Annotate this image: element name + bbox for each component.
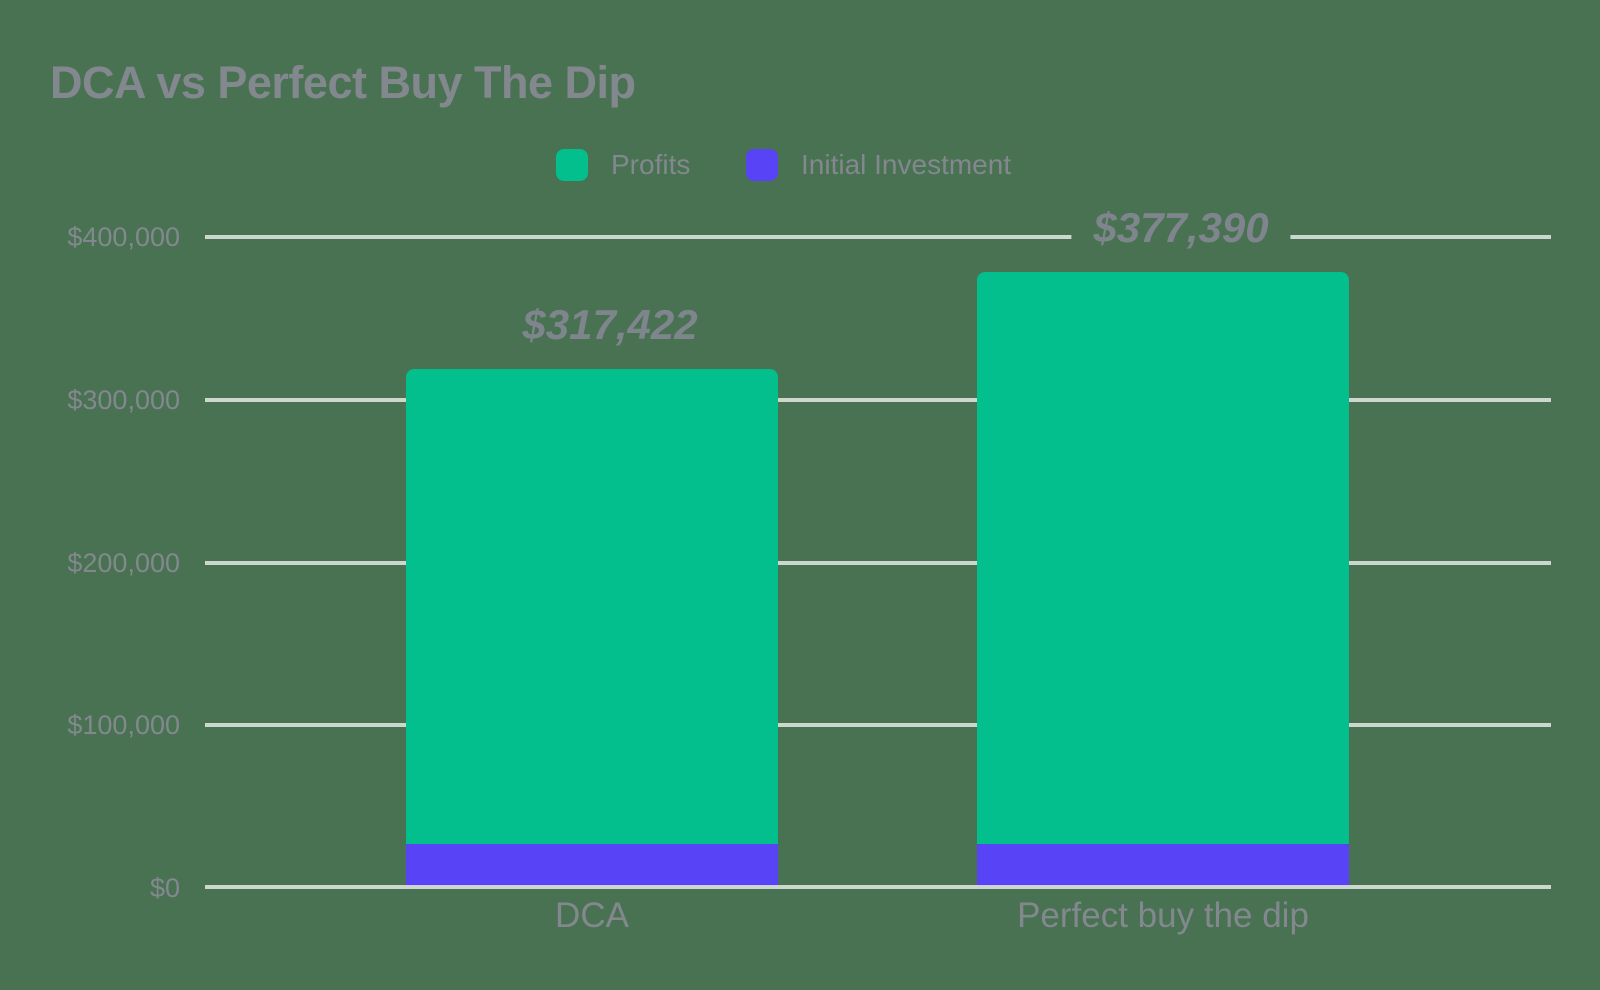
initial-investment-bar-segment — [406, 843, 778, 886]
x-axis-category-label: DCA — [555, 896, 629, 935]
y-axis-tick-label: $200,000 — [67, 547, 180, 578]
gridline — [205, 560, 1551, 565]
legend-item-initial-investment: Initial Investment — [746, 149, 1011, 181]
gridline — [205, 723, 1551, 728]
profits-bar-segment — [406, 369, 778, 844]
y-axis-tick-label: $300,000 — [67, 384, 180, 415]
profits-bar-segment — [977, 271, 1349, 844]
x-axis-category-label: Perfect buy the dip — [1017, 896, 1309, 935]
profits-swatch-icon — [556, 149, 588, 181]
initial-investment-bar-segment — [977, 843, 1349, 886]
x-axis-baseline — [205, 885, 1551, 889]
legend-item-profits: Profits — [556, 149, 690, 181]
legend-label-profits: Profits — [611, 149, 691, 180]
gridline — [205, 397, 1551, 402]
y-axis-tick-label: $400,000 — [67, 222, 180, 252]
chart-title: DCA vs Perfect Buy The Dip — [50, 57, 636, 108]
legend-label-initial-investment: Initial Investment — [801, 149, 1012, 180]
y-axis-tick-label: $0 — [149, 873, 180, 903]
bar-total-label: $377,390 — [1071, 203, 1291, 252]
gridline — [205, 235, 1551, 239]
y-axis-tick-label: $100,000 — [67, 710, 180, 741]
bar-total-label: $317,422 — [500, 301, 720, 350]
legend: Profits Initial Investment — [0, 149, 1600, 181]
initial-investment-swatch-icon — [746, 149, 778, 181]
